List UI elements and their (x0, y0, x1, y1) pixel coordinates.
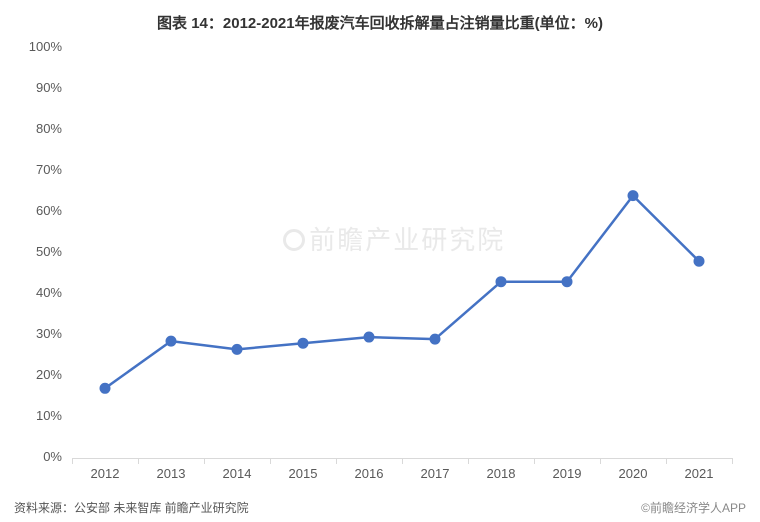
y-tick-label: 100% (0, 39, 62, 54)
x-tick-mark (138, 458, 139, 464)
x-tick-mark (72, 458, 73, 464)
data-point (628, 191, 638, 201)
data-point (232, 344, 242, 354)
x-tick-mark (732, 458, 733, 464)
x-tick-mark (270, 458, 271, 464)
x-tick-label: 2020 (603, 466, 663, 481)
data-point (364, 332, 374, 342)
y-tick-label: 30% (0, 326, 62, 341)
data-point (430, 334, 440, 344)
data-point (100, 383, 110, 393)
data-point (166, 336, 176, 346)
x-tick-label: 2019 (537, 466, 597, 481)
x-tick-mark (402, 458, 403, 464)
x-tick-mark (666, 458, 667, 464)
x-tick-label: 2013 (141, 466, 201, 481)
data-point (298, 338, 308, 348)
footer: 资料来源：公安部 未来智库 前瞻产业研究院 ©前瞻经济学人APP (14, 499, 746, 516)
x-tick-label: 2015 (273, 466, 333, 481)
series-line (105, 196, 699, 389)
x-tick-label: 2014 (207, 466, 267, 481)
x-tick-mark (534, 458, 535, 464)
plot-area: 前瞻产业研究院 (72, 48, 732, 458)
x-tick-label: 2012 (75, 466, 135, 481)
y-tick-label: 10% (0, 408, 62, 423)
y-tick-label: 90% (0, 80, 62, 95)
x-tick-label: 2018 (471, 466, 531, 481)
data-point (562, 277, 572, 287)
y-tick-label: 70% (0, 162, 62, 177)
x-tick-mark (468, 458, 469, 464)
y-tick-label: 60% (0, 203, 62, 218)
data-point (694, 256, 704, 266)
x-tick-mark (600, 458, 601, 464)
y-tick-label: 20% (0, 367, 62, 382)
x-tick-label: 2021 (669, 466, 729, 481)
x-tick-label: 2017 (405, 466, 465, 481)
y-tick-label: 50% (0, 244, 62, 259)
data-point (496, 277, 506, 287)
y-tick-label: 40% (0, 285, 62, 300)
y-tick-label: 80% (0, 121, 62, 136)
x-tick-label: 2016 (339, 466, 399, 481)
y-tick-label: 0% (0, 449, 62, 464)
chart-title: 图表 14：2012-2021年报废汽车回收拆解量占注销量比重(单位：%) (0, 0, 760, 33)
source-label: 资料来源：公安部 未来智库 前瞻产业研究院 (14, 499, 249, 516)
copyright-label: ©前瞻经济学人APP (641, 499, 746, 516)
chart-container: { "title": "图表 14：2012-2021年报废汽车回收拆解量占注销… (0, 0, 760, 522)
line-svg (72, 48, 732, 458)
x-tick-mark (204, 458, 205, 464)
x-tick-mark (336, 458, 337, 464)
